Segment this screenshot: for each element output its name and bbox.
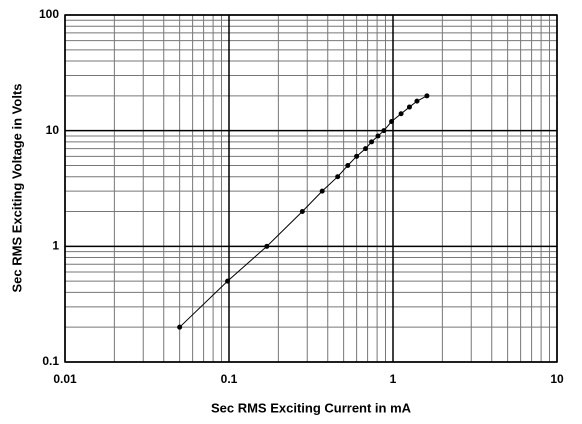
data-point [225, 278, 231, 284]
data-point [424, 93, 430, 99]
data-point [264, 243, 270, 249]
data-point [369, 139, 375, 145]
data-point [389, 119, 395, 125]
data-point [375, 133, 381, 139]
data-point [406, 104, 412, 110]
y-tick-label: 100 [39, 7, 59, 21]
y-tick-label: 1 [52, 239, 59, 253]
y-axis-title: Sec RMS Exciting Voltage in Volts [9, 83, 24, 292]
data-point [414, 98, 420, 104]
data-point [299, 209, 305, 215]
y-tick-label: 10 [46, 123, 60, 137]
data-point [398, 111, 404, 117]
x-tick-label: 0.1 [221, 372, 238, 386]
data-point [177, 324, 183, 330]
x-tick-label: 10 [550, 372, 564, 386]
data-point [335, 174, 341, 180]
data-point [345, 162, 351, 168]
data-point [381, 128, 387, 134]
plot-frame [64, 14, 558, 363]
data-point [319, 188, 325, 194]
y-tick-label: 0.1 [42, 354, 59, 368]
data-point [363, 146, 369, 152]
x-tick-label: 1 [390, 372, 397, 386]
x-axis-title: Sec RMS Exciting Current in mA [211, 400, 412, 415]
data-point [354, 153, 360, 159]
x-tick-label: 0.01 [53, 372, 77, 386]
